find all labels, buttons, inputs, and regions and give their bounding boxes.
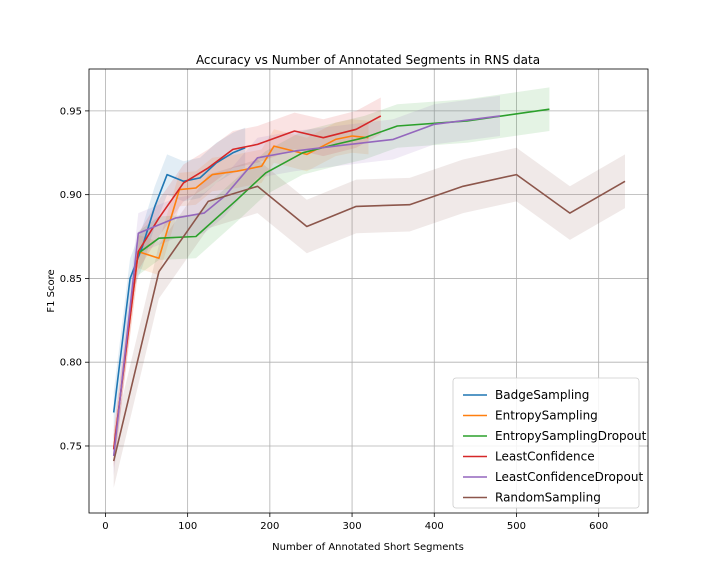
y-axis-ticks: 0.75 0.80 0.85 0.90 0.95 — [60, 106, 89, 452]
legend-label: LeastConfidence — [495, 450, 595, 464]
x-axis-label: Number of Annotated Short Segments — [272, 542, 464, 553]
x-tick-label: 100 — [178, 521, 197, 532]
plot-frame — [88, 68, 649, 514]
series-line-3 — [112, 115, 382, 450]
y-tick-label: 0.95 — [60, 106, 82, 117]
x-tick-label: 600 — [589, 521, 608, 532]
legend-label: EntropySamplingDropout — [495, 429, 647, 443]
x-tick-label: 0 — [102, 521, 108, 532]
chart-title: Accuracy vs Number of Annotated Segments… — [196, 53, 540, 67]
legend-label: LeastConfidenceDropout — [495, 470, 643, 484]
grid-layer — [89, 69, 648, 513]
y-tick-label: 0.85 — [60, 274, 82, 285]
legend-label: EntropySampling — [495, 409, 598, 423]
series-band-4 — [113, 95, 500, 477]
plot-area — [88, 68, 649, 514]
series-band-2 — [138, 87, 550, 276]
legend-label: BadgeSampling — [495, 388, 589, 402]
line-layer — [112, 108, 626, 462]
x-tick-label: 200 — [260, 521, 279, 532]
y-axis-label: F1 Score — [46, 269, 57, 312]
legend-box — [452, 377, 640, 509]
series-line-1 — [112, 135, 369, 450]
x-axis-ticks: 0 100 200 300 400 500 600 — [102, 513, 608, 532]
x-tick-label: 500 — [507, 521, 526, 532]
x-tick-label: 400 — [425, 521, 444, 532]
x-tick-label: 300 — [343, 521, 362, 532]
series-band-1 — [113, 119, 369, 467]
series-line-4 — [112, 115, 501, 457]
legend: BadgeSampling EntropySampling EntropySampl… — [452, 377, 647, 509]
y-tick-label: 0.80 — [60, 358, 82, 369]
y-tick-label: 0.75 — [60, 441, 82, 452]
y-tick-label: 0.90 — [60, 190, 82, 201]
series-line-5 — [112, 173, 626, 462]
legend-label: RandomSampling — [495, 491, 601, 505]
series-band-5 — [113, 147, 625, 488]
legend-items: BadgeSampling EntropySampling EntropySampl… — [463, 388, 647, 505]
